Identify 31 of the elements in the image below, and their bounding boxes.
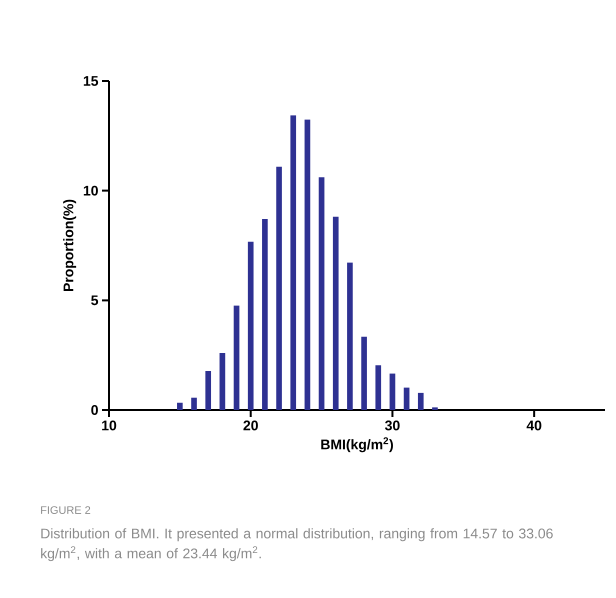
bar: [390, 374, 396, 410]
x-tick-label: 20: [243, 420, 258, 430]
bar: [432, 407, 438, 410]
text: Distribution of BMI. It presented a normal distribution, ranging from 14.57 to 33.06 kg/m$^{2}$, with a mean of 23.44 kg/m$^{2}$.: [41, 528, 553, 562]
bar: [191, 398, 197, 410]
bar: [220, 352, 226, 410]
bar: [276, 166, 282, 410]
y-tick-label: 0: [91, 405, 98, 415]
y-axis-title: Proportion(%): [63, 200, 76, 292]
bar: [404, 388, 410, 410]
bar: [318, 177, 324, 410]
caption: FIGURE 2: [41, 506, 90, 514]
x-tick-label: 40: [526, 420, 542, 430]
y-tick-label: 5: [91, 295, 98, 306]
bar: [375, 365, 382, 410]
bar: [347, 262, 353, 410]
bar: [332, 216, 339, 410]
x-tick-label: 30: [384, 420, 400, 430]
y-tick-label: 10: [84, 186, 98, 196]
bar: [290, 115, 296, 410]
bar: [361, 336, 367, 410]
bar: [248, 242, 254, 410]
x-tick-label: 10: [102, 420, 116, 430]
bar: [205, 370, 212, 410]
bar: [262, 218, 268, 410]
bar: [304, 120, 310, 410]
x-axis-title: BMI(kg/m$^{2}$): [321, 437, 393, 452]
bar: [234, 306, 240, 410]
bar: [177, 402, 183, 410]
y-tick-label: 15: [84, 76, 98, 86]
bar: [418, 392, 424, 410]
